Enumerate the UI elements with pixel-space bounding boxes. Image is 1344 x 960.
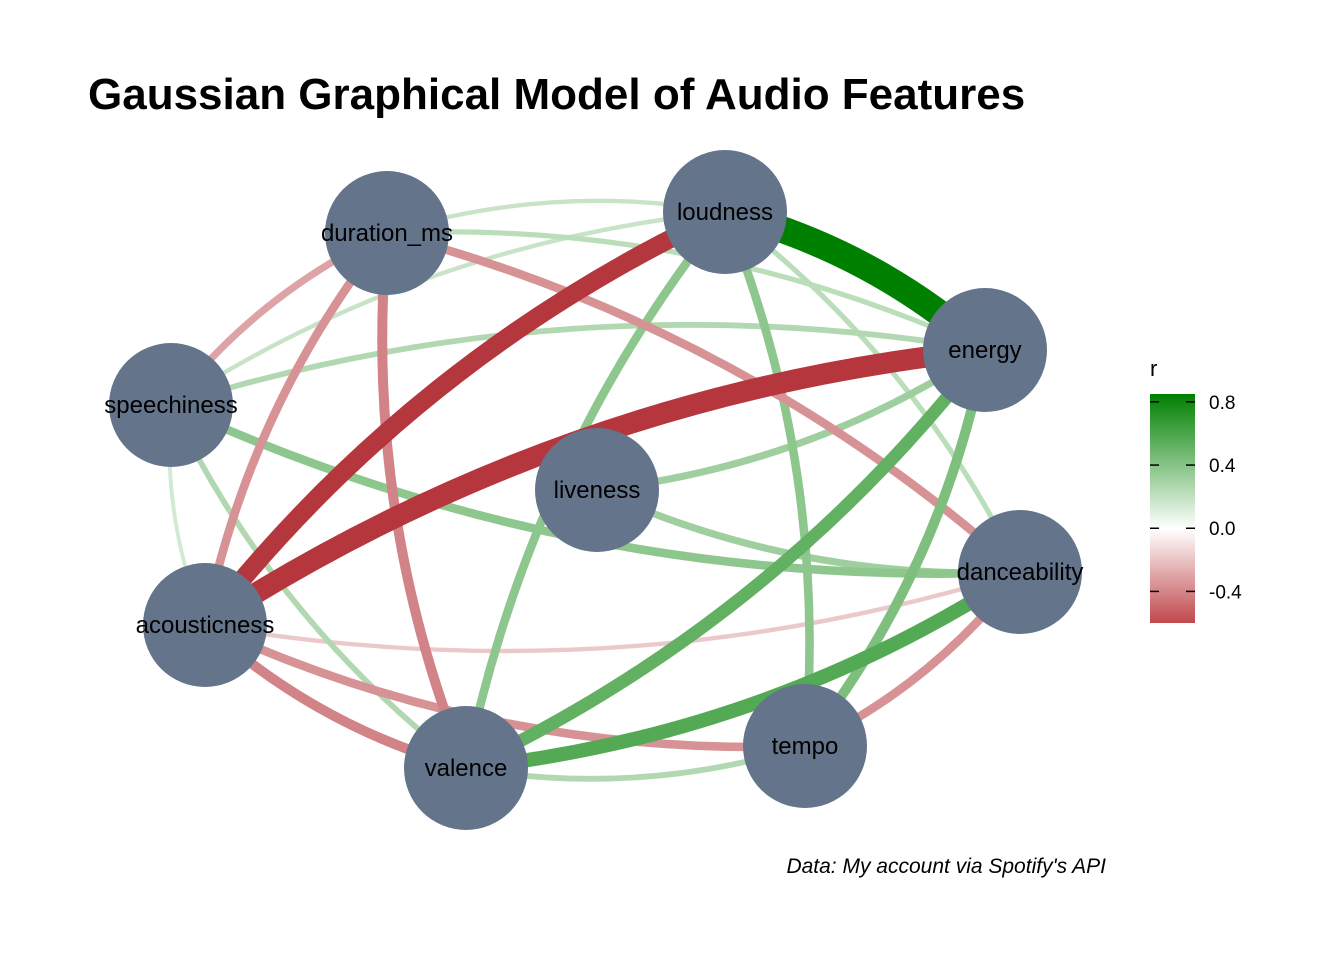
legend-tick-label-3: -0.4 [1209, 582, 1242, 603]
node-label-loudness: loudness [677, 199, 773, 226]
node-label-speechiness: speechiness [104, 392, 237, 419]
edge-loudness-acousticness [197, 203, 729, 631]
node-circle-valence [404, 706, 528, 830]
edge-energy-valence [463, 346, 991, 774]
edge-loudness-danceability [723, 209, 1023, 574]
node-duration_ms: duration_ms [321, 171, 453, 295]
node-circle-energy [923, 288, 1047, 412]
edge-energy-tempo [801, 349, 990, 750]
node-label-energy: energy [948, 337, 1021, 364]
node-label-danceability: danceability [957, 559, 1084, 586]
node-label-duration_ms: duration_ms [321, 220, 453, 247]
node-loudness: loudness [663, 150, 787, 274]
edge-acousticness-danceability [204, 569, 1021, 654]
node-danceability: danceability [957, 510, 1084, 634]
colorbar-legend: r 0.8 0.4 0.0 -0.4 [1150, 356, 1242, 623]
edge-danceability-valence [465, 566, 1024, 776]
legend-tick-label-2: 0.0 [1209, 519, 1235, 540]
legend-tick-label-1: 0.4 [1209, 456, 1236, 477]
chart-title: Gaussian Graphical Model of Audio Featur… [88, 70, 1026, 119]
legend-title: r [1150, 356, 1157, 381]
node-acousticness: acousticness [136, 563, 275, 687]
edge-speechiness-energy [170, 321, 986, 408]
node-circle-acousticness [143, 563, 267, 687]
node-label-valence: valence [425, 755, 508, 782]
node-liveness: liveness [535, 428, 659, 552]
node-speechiness: speechiness [104, 343, 238, 467]
node-label-liveness: liveness [554, 477, 641, 504]
node-label-tempo: tempo [772, 733, 839, 760]
edge-loudness-tempo [721, 210, 814, 747]
edge-speechiness-loudness [169, 209, 726, 407]
edge-speechiness-valence [168, 403, 468, 771]
node-label-acousticness: acousticness [136, 612, 275, 639]
node-circle-tempo [743, 684, 867, 808]
node-circle-loudness [663, 150, 787, 274]
edge-duration_ms-valence [377, 232, 471, 770]
chart-caption: Data: My account via Spotify's API [786, 855, 1106, 878]
node-energy: energy [923, 288, 1047, 412]
node-circle-speechiness [109, 343, 233, 467]
node-circle-liveness [535, 428, 659, 552]
node-tempo: tempo [743, 684, 867, 808]
node-circle-danceability [958, 510, 1082, 634]
legend-tick-label-0: 0.8 [1209, 393, 1235, 414]
node-valence: valence [404, 706, 528, 830]
legend-colorbar [1150, 394, 1195, 623]
node-circle-duration_ms [325, 171, 449, 295]
